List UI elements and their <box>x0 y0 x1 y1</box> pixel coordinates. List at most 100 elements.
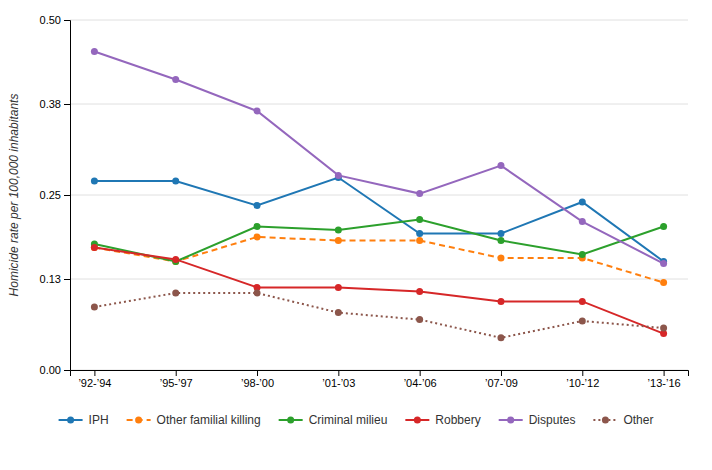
legend-marker <box>287 417 294 424</box>
point <box>497 237 504 244</box>
axis-domain <box>71 371 689 377</box>
point <box>660 279 667 286</box>
tick-label: ’07-’09 <box>485 377 518 389</box>
point <box>172 76 179 83</box>
tick-label: 0.00 <box>40 364 61 376</box>
tick-label: 0.25 <box>40 189 61 201</box>
tick: 0.13 <box>40 273 70 285</box>
legend-item: Criminal milieu <box>279 413 388 427</box>
point <box>579 199 586 206</box>
point <box>660 260 667 267</box>
point <box>172 256 179 263</box>
legend-label: Criminal milieu <box>309 413 388 427</box>
tick: ’92-’94 <box>78 370 111 389</box>
axis-domain <box>64 21 71 371</box>
tick: ’10-’12 <box>566 370 599 389</box>
point <box>335 227 342 234</box>
y-axis-label: Homicide rate per 100,000 inhabitants <box>7 94 21 297</box>
point <box>579 251 586 258</box>
tick-mark <box>176 370 177 376</box>
tick-label: ’04-’06 <box>404 377 437 389</box>
tick: 0.50 <box>40 14 70 26</box>
tick: ’13-’16 <box>648 370 681 389</box>
tick-mark <box>64 279 70 280</box>
y-axis: 0.00 0.13 0.25 0.38 0.50 <box>40 14 71 376</box>
point <box>91 304 98 311</box>
tick-mark <box>64 370 70 371</box>
point <box>660 325 667 332</box>
tick: ’07-’09 <box>485 370 518 389</box>
series-line <box>94 293 663 338</box>
point <box>579 298 586 305</box>
point <box>335 284 342 291</box>
point <box>91 244 98 251</box>
point <box>335 172 342 179</box>
legend-marker <box>507 417 514 424</box>
point <box>91 178 98 185</box>
point <box>416 230 423 237</box>
tick-mark <box>582 370 583 376</box>
grid-line <box>70 104 688 105</box>
point <box>254 234 261 241</box>
point <box>497 334 504 341</box>
tick-label: ’13-’16 <box>648 377 681 389</box>
point <box>416 316 423 323</box>
tick-mark <box>664 370 665 376</box>
point <box>172 290 179 297</box>
legend-item: IPH <box>59 413 109 427</box>
tick-mark <box>64 20 70 21</box>
point <box>497 162 504 169</box>
tick: ’01-’03 <box>322 370 355 389</box>
legend-marker <box>602 417 609 424</box>
tick-label: 0.38 <box>40 98 61 110</box>
grid-line <box>70 195 688 196</box>
point <box>91 48 98 55</box>
tick-label: ’10-’12 <box>566 377 599 389</box>
series-line <box>94 52 663 264</box>
legend-item: Robbery <box>405 413 480 427</box>
tick-mark <box>64 104 70 105</box>
tick-mark <box>338 370 339 376</box>
tick-label: 0.13 <box>40 273 61 285</box>
series <box>91 234 667 287</box>
point <box>579 318 586 325</box>
x-axis: ’92-’94 ’95-’97 ’98-’00 ’01-’03 ’04-’06 ’07-’… <box>71 370 689 389</box>
point <box>497 230 504 237</box>
tick-mark <box>420 370 421 376</box>
point <box>416 190 423 197</box>
tick-mark <box>257 370 258 376</box>
tick: 0.25 <box>40 189 70 201</box>
point <box>91 244 98 251</box>
point <box>660 223 667 230</box>
legend-marker <box>414 417 421 424</box>
series <box>91 216 667 265</box>
legend-label: Other <box>623 413 653 427</box>
point <box>416 216 423 223</box>
point <box>497 298 504 305</box>
tick: ’04-’06 <box>404 370 437 389</box>
tick-label: ’92-’94 <box>78 377 111 389</box>
point <box>416 237 423 244</box>
legend-label: IPH <box>89 413 109 427</box>
point <box>172 178 179 185</box>
legend-marker <box>135 417 142 424</box>
legend: IPH Other familial killing Criminal milieu… <box>59 413 654 427</box>
tick: ’98-’00 <box>241 370 274 389</box>
point <box>497 255 504 262</box>
tick-mark <box>94 370 95 376</box>
legend-marker <box>67 417 74 424</box>
plot: 0.00 0.13 0.25 0.38 0.50 ’92-’94 ’95-’97 ’98-’0… <box>40 14 689 389</box>
tick-mark <box>64 195 70 196</box>
point <box>254 202 261 209</box>
tick: ’95-’97 <box>160 370 193 389</box>
legend-label: Other familial killing <box>157 413 261 427</box>
tick-label: ’98-’00 <box>241 377 274 389</box>
series <box>91 48 667 267</box>
tick: 0.00 <box>40 364 70 376</box>
series <box>91 244 667 337</box>
series <box>91 174 667 265</box>
point <box>254 223 261 230</box>
grid <box>70 20 688 370</box>
legend-label: Disputes <box>529 413 576 427</box>
point <box>254 108 261 115</box>
